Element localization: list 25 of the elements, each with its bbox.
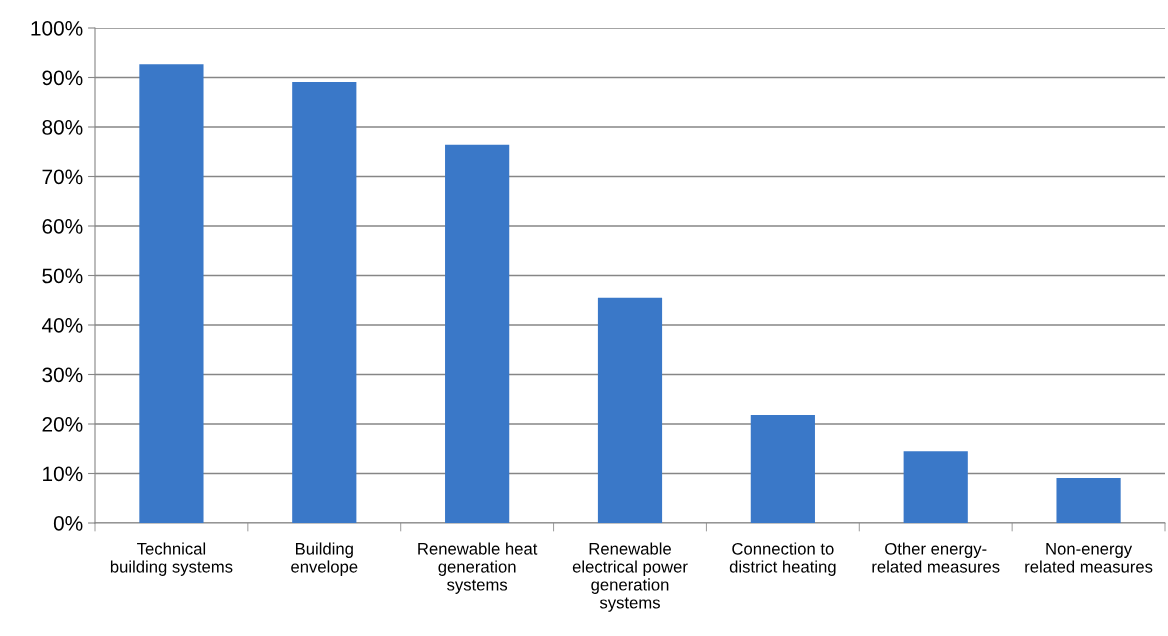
- y-tick-label: 20%: [42, 417, 83, 432]
- x-tick-label: Technical building systems: [110, 542, 233, 576]
- y-tick-label: 10%: [43, 466, 83, 482]
- y-tick-label: 70%: [42, 169, 83, 185]
- bar: [445, 144, 510, 523]
- y-tick-label: 50%: [42, 268, 83, 284]
- y-tick-label: 100%: [31, 21, 83, 36]
- y-tick-label: 90%: [42, 70, 83, 86]
- bar: [750, 415, 815, 523]
- y-tick-label: 40%: [41, 318, 83, 333]
- bar: [903, 451, 968, 523]
- bar: [597, 297, 663, 523]
- x-tick-label: Building envelope: [291, 542, 358, 576]
- x-tick-label: Non-energy related measures: [1025, 543, 1153, 573]
- bar: [1056, 477, 1121, 523]
- y-tick-label: 60%: [42, 219, 83, 234]
- x-tick-label: Renewable heat generation systems: [418, 542, 538, 594]
- bar: [292, 81, 357, 523]
- y-tick-label: 80%: [42, 120, 83, 135]
- bar: [139, 64, 204, 523]
- x-tick-label: Connection to district heating: [729, 542, 836, 576]
- x-tick-label: Renewable electrical power generation systems: [572, 542, 688, 612]
- x-tick-label: Other energy- related measures: [872, 542, 1000, 573]
- y-tick-label: 0%: [53, 516, 83, 531]
- y-tick-label: 30%: [42, 367, 83, 383]
